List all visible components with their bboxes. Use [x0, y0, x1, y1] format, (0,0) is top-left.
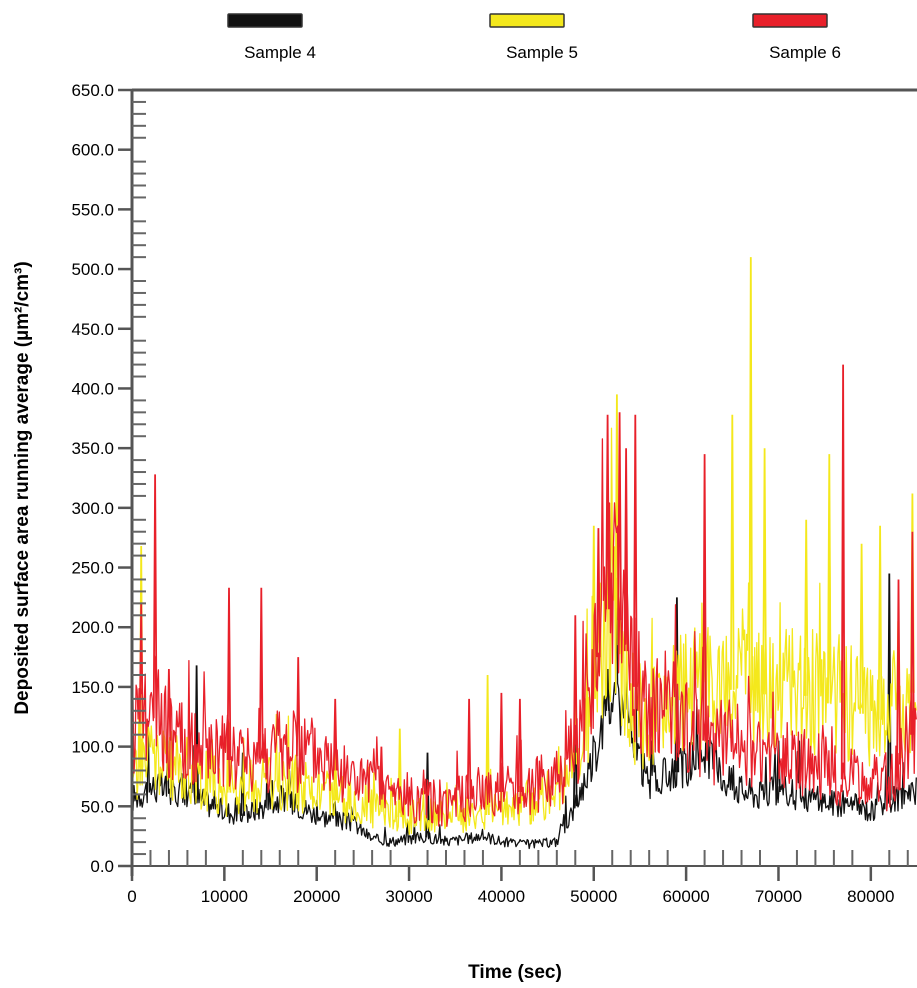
series-spike-sample-5-15 — [877, 525, 883, 720]
series-spike-sample-6-3 — [166, 668, 172, 741]
y-tick-label-3: 150.0 — [71, 678, 114, 697]
axes: 0.0 50.0 100.0 150.0 200.0 250.0 300.0 350.0 400… — [71, 81, 917, 906]
series-spike-sample-6-17 — [633, 414, 638, 687]
x-tick-label-6: 60000 — [662, 887, 709, 906]
x-tick-label-3: 30000 — [385, 887, 432, 906]
series-spike-sample-6-14 — [605, 414, 610, 610]
x-tick-label-7: 70000 — [755, 887, 802, 906]
series-spike-sample-6-18 — [702, 454, 707, 741]
series-layer — [132, 257, 917, 850]
y-tick-label-1: 50.0 — [81, 797, 114, 816]
series-spike-sample-6-9 — [466, 698, 472, 799]
series-spike-sample-6-12 — [573, 615, 578, 753]
series-spike-sample-6-16 — [623, 448, 629, 652]
series-spike-sample-6-20 — [896, 579, 901, 765]
y-tick-label-9: 450.0 — [71, 320, 114, 339]
x-tick-label-0: 0 — [127, 887, 136, 906]
y-tick-label-12: 600.0 — [71, 141, 114, 160]
y-tick-label-8: 400.0 — [71, 379, 114, 398]
y-axis-title: Deposited surface area running average (… — [12, 261, 33, 714]
series-spike-sample-6-5 — [259, 587, 264, 759]
series-spike-sample-5-10 — [748, 257, 753, 690]
y-tick-label-10: 500.0 — [71, 260, 114, 279]
series-spike-sample-5-11 — [762, 448, 767, 695]
series-line-sample-4 — [132, 583, 917, 850]
series-spike-sample-6-15 — [617, 412, 622, 621]
series-spike-sample-6-10 — [499, 692, 504, 793]
series-spike-sample-6-19 — [840, 364, 846, 780]
series-spike-sample-5-12 — [803, 519, 809, 696]
legend-swatch-1 — [227, 13, 303, 28]
x-tick-label-2: 20000 — [293, 887, 340, 906]
series-spike-sample-6-7 — [332, 698, 338, 771]
series-spike-sample-5-5 — [485, 674, 490, 816]
x-tick-label-1: 10000 — [201, 887, 248, 906]
series-spike-sample-4-5 — [605, 668, 610, 711]
y-tick-label-7: 350.0 — [71, 439, 114, 458]
y-tick-label-13: 650.0 — [71, 81, 114, 100]
series-spike-sample-5-7 — [591, 525, 596, 699]
series-spike-sample-6-21 — [910, 531, 915, 735]
x-tick-label-5: 50000 — [570, 887, 617, 906]
series-spike-sample-6-4 — [226, 587, 232, 761]
legend-swatch-3 — [752, 13, 828, 28]
legend-label-1: Sample 4 — [244, 43, 316, 62]
x-axis-title: Time (sec) — [468, 962, 562, 983]
series-spike-sample-6-2 — [152, 474, 158, 719]
legend: Sample 4 Sample 5 Sample 6 — [227, 13, 841, 62]
y-tick-label-2: 100.0 — [71, 738, 114, 757]
series-spike-sample-5-9 — [730, 414, 735, 690]
y-tick-label-4: 200.0 — [71, 618, 114, 637]
series-spike-sample-5-13 — [827, 454, 832, 704]
y-tick-label-11: 550.0 — [71, 200, 114, 219]
legend-label-3: Sample 6 — [769, 43, 841, 62]
series-spike-sample-6-8 — [379, 746, 384, 795]
series-spike-sample-5-14 — [859, 543, 864, 714]
x-tick-label-8: 80000 — [847, 887, 894, 906]
series-spike-sample-6-13 — [596, 528, 601, 658]
legend-label-2: Sample 5 — [506, 43, 578, 62]
x-tick-label-4: 40000 — [478, 887, 525, 906]
series-spike-sample-6-11 — [517, 698, 523, 793]
y-tick-label-0: 0.0 — [90, 857, 114, 876]
series-spike-sample-6-6 — [296, 657, 301, 757]
y-tick-label-6: 300.0 — [71, 499, 114, 518]
plot-area — [132, 257, 917, 850]
y-tick-label-5: 250.0 — [71, 559, 114, 578]
legend-swatch-2 — [489, 13, 565, 28]
